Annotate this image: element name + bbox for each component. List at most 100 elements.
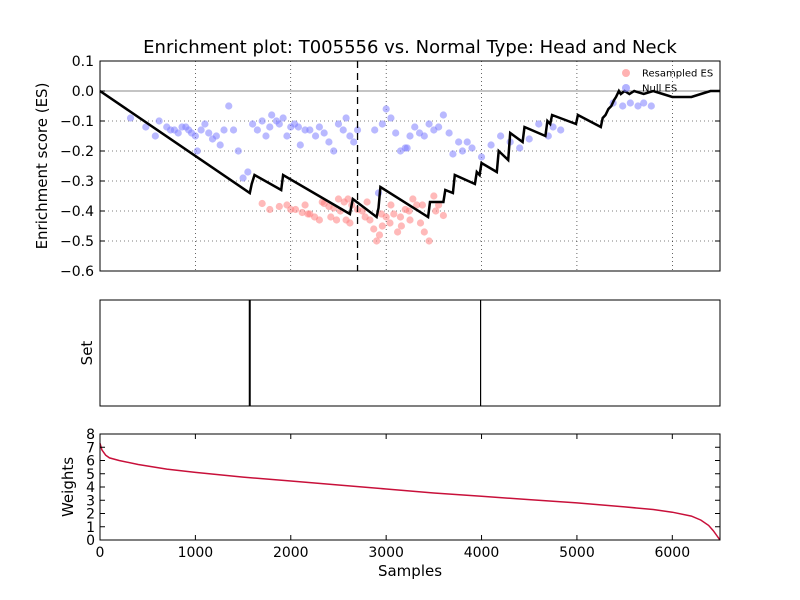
weights-plot-frame: [99, 433, 721, 541]
resampled-es-point: [425, 237, 433, 245]
resampled-es-point: [432, 207, 440, 215]
resampled-es-point: [327, 213, 335, 221]
null-es-point: [463, 138, 471, 146]
resampled-es-point: [377, 210, 385, 218]
null-es-point: [487, 141, 495, 149]
legend-label-resampled: Resampled ES: [642, 69, 713, 80]
null-es-points: [126, 99, 655, 197]
weights-x-tick-label: 6000: [654, 545, 690, 561]
null-es-point: [387, 114, 395, 122]
set-y-axis-label: Set: [78, 341, 96, 366]
es-y-tick-label: −0.6: [60, 264, 94, 280]
weights-x-axis-label: Samples: [378, 562, 442, 580]
es-y-tick-label: −0.5: [60, 234, 94, 250]
es-y-axis-label: Enrichment score (ES): [33, 83, 51, 250]
null-es-point: [334, 120, 343, 128]
null-es-point: [234, 147, 242, 155]
null-es-point: [142, 123, 150, 131]
null-es-point: [275, 120, 283, 128]
null-es-point: [315, 123, 323, 131]
null-es-point: [266, 123, 274, 131]
resampled-es-point: [275, 202, 283, 211]
null-es-point: [296, 141, 304, 149]
weights-y-tick-label: 5: [86, 467, 95, 483]
es-panel: 0.1 0.0 −0.1 −0.2 −0.3 −0.4 −0.5 −0.6 Enrichmen…: [33, 54, 721, 280]
null-es-point: [220, 126, 228, 134]
null-es-point: [193, 147, 201, 155]
null-es-point: [126, 114, 135, 122]
set-plot-frame: [99, 299, 721, 407]
resampled-es-point: [298, 208, 306, 217]
null-es-point: [155, 117, 163, 125]
null-es-point: [306, 126, 314, 134]
null-es-point: [330, 147, 338, 155]
resampled-es-point: [373, 237, 381, 245]
resampled-es-point: [258, 199, 266, 208]
es-y-ticks: 0.1 0.0 −0.1 −0.2 −0.3 −0.4 −0.5 −0.6: [60, 54, 720, 280]
weights-y-tick-label: 8: [86, 427, 95, 443]
null-es-point: [439, 111, 447, 119]
null-es-point: [403, 144, 411, 152]
null-es-point: [458, 147, 467, 155]
resampled-es-point: [430, 192, 438, 200]
null-es-point: [411, 123, 419, 131]
resampled-es-point: [358, 207, 366, 215]
resampled-es-point: [375, 231, 384, 239]
null-es-point: [477, 153, 486, 161]
null-es-point: [619, 102, 627, 110]
null-es-point: [626, 99, 634, 107]
null-es-point: [201, 120, 209, 128]
null-es-point: [525, 135, 533, 143]
null-es-point: [378, 120, 386, 128]
resampled-es-point: [405, 207, 413, 215]
null-es-point: [640, 99, 648, 107]
weights-curve: [99, 443, 721, 541]
resampled-es-point: [287, 205, 295, 214]
null-es-point: [258, 117, 266, 125]
weights-y-tick-label: 6: [86, 454, 95, 470]
es-y-tick-label: −0.2: [60, 144, 94, 160]
null-es-point: [435, 123, 443, 131]
resampled-es-point: [416, 219, 425, 227]
null-es-point: [325, 138, 333, 146]
es-curve: [99, 88, 720, 220]
null-es-point: [229, 126, 238, 134]
resampled-es-point: [396, 213, 405, 221]
resampled-es-point: [370, 225, 378, 233]
null-es-point: [647, 102, 655, 110]
null-es-point: [420, 132, 428, 140]
null-es-point: [339, 126, 347, 134]
null-es-point: [225, 102, 233, 110]
resampled-es-point: [418, 201, 426, 209]
set-panel: Set: [78, 299, 721, 407]
null-es-point: [468, 144, 476, 152]
resampled-es-point: [387, 201, 395, 209]
null-es-point: [449, 150, 457, 158]
weights-x-tick-label: 5000: [559, 545, 595, 561]
resampled-es-point: [390, 210, 398, 218]
es-y-tick-label: 0.0: [72, 84, 94, 100]
legend-marker-null: [622, 84, 630, 92]
null-es-point: [497, 132, 505, 140]
weights-y-tick-label: 4: [86, 480, 95, 496]
null-es-point: [216, 141, 224, 149]
weights-x-tick-label: 4000: [464, 545, 500, 561]
null-es-point: [268, 111, 276, 119]
es-plot-frame: [99, 60, 721, 272]
legend-marker-resampled: [622, 69, 630, 77]
resampled-es-point: [413, 201, 421, 209]
legend-label-null: Null ES: [642, 84, 677, 95]
es-y-tick-label: −0.3: [60, 174, 94, 190]
null-es-point: [516, 144, 524, 152]
weights-x-ticks: 0 1000 2000 3000 4000 5000 6000: [96, 434, 690, 561]
null-es-point: [191, 132, 199, 140]
null-es-point: [392, 129, 400, 137]
es-y-tick-label: −0.4: [60, 204, 94, 220]
null-es-point: [294, 123, 302, 131]
null-es-point: [283, 132, 291, 140]
null-es-point: [197, 126, 205, 134]
null-es-point: [557, 126, 565, 134]
